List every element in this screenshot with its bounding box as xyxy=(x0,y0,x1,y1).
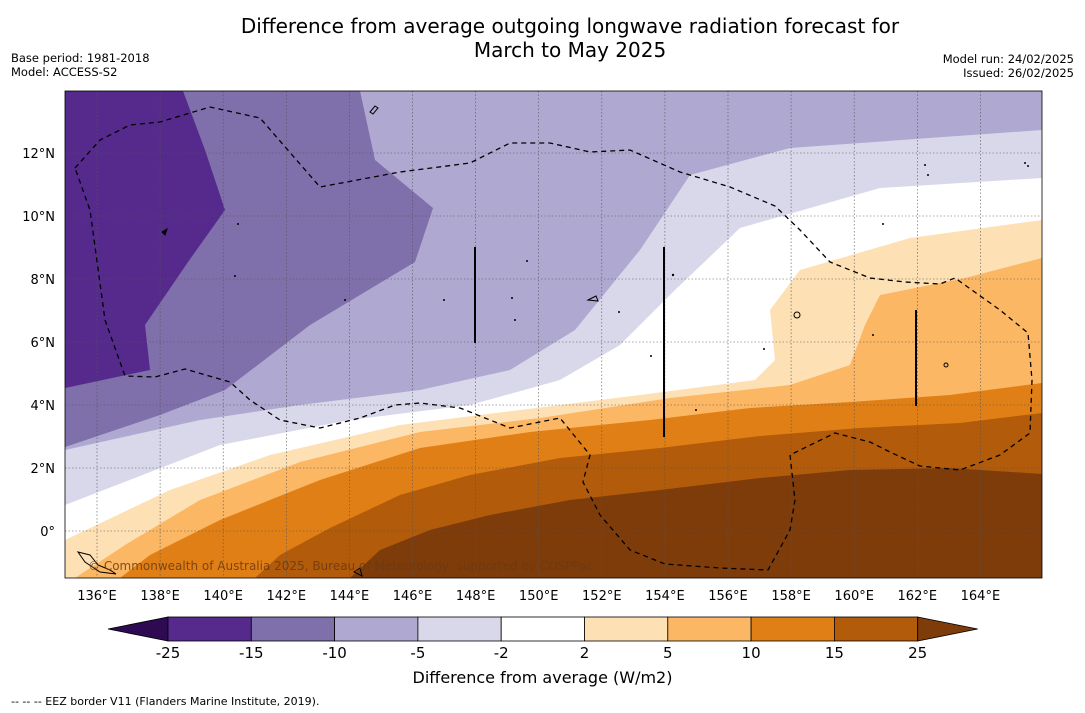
lon-label: 162°E xyxy=(898,589,938,604)
colorbar-tick-label: -25 xyxy=(156,644,181,662)
band-above-25 xyxy=(350,468,1042,578)
colorbar-tick-label: 25 xyxy=(908,644,927,662)
model-info: Base period: 1981-2018 Model: ACCESS-S2 xyxy=(11,51,150,79)
lat-label: 6°N xyxy=(31,336,56,351)
island-chuuk xyxy=(586,295,599,302)
lat-label: 10°N xyxy=(22,210,55,225)
lat-label: 8°N xyxy=(31,273,56,288)
colorbar-over-arrow xyxy=(917,616,978,642)
island-kosrae xyxy=(943,362,949,368)
lon-label: 152°E xyxy=(582,589,622,604)
eez-vertical-lines xyxy=(474,247,917,437)
colorbar-segment xyxy=(250,616,336,642)
colorbar-tick-label: 10 xyxy=(742,644,761,662)
island-pohnpei xyxy=(793,311,801,319)
band-below-minus15 xyxy=(65,91,225,388)
latitude-labels: 12°N 10°N 8°N 6°N 4°N 2°N 0° xyxy=(22,147,55,540)
anomaly-field: © Commonwealth of Australia 2025, Bureau… xyxy=(65,91,1042,578)
colorbar-ticks: -25 -15 -10 -5 -2 2 5 10 15 25 xyxy=(156,644,927,662)
colorbar-segment xyxy=(667,616,752,642)
longitude-labels: 136°E 138°E 140°E 142°E 144°E 146°E 148°E 150°E… xyxy=(77,589,1000,604)
island-papua-coast xyxy=(76,551,117,575)
colorbar-tick-label: -15 xyxy=(239,644,264,662)
colorbar-segment xyxy=(334,616,419,642)
islands xyxy=(76,105,949,577)
atoll-dots xyxy=(234,162,1029,411)
lon-label: 156°E xyxy=(708,589,748,604)
map-title: Difference from average outgoing longwav… xyxy=(0,14,1085,62)
eez-legend: -- -- -- EEZ border V11 (Flanders Marine… xyxy=(11,695,320,708)
colorbar-tick-label: -2 xyxy=(494,644,509,662)
island-palau xyxy=(161,227,168,236)
colorbar-tick-label: 2 xyxy=(580,644,590,662)
lon-label: 164°E xyxy=(961,589,1001,604)
colorbar-title: Difference from average (W/m2) xyxy=(412,668,673,687)
colorbar-segment xyxy=(750,616,835,642)
title-line-1: Difference from average outgoing longwav… xyxy=(240,14,900,38)
lat-label: 12°N xyxy=(22,147,55,162)
lon-label: 144°E xyxy=(330,589,370,604)
map-frame xyxy=(64,90,1043,579)
issued-date: Issued: 26/02/2025 xyxy=(963,66,1074,80)
base-period: Base period: 1981-2018 xyxy=(11,51,150,65)
lon-label: 150°E xyxy=(519,589,559,604)
lon-label: 142°E xyxy=(267,589,307,604)
graticule xyxy=(65,91,1042,578)
colorbar-under-arrow xyxy=(107,616,169,642)
run-info: Model run: 24/02/2025 Issued: 26/02/2025 xyxy=(943,52,1074,80)
lat-label: 4°N xyxy=(31,399,56,414)
colorbar-segment xyxy=(500,616,585,642)
island-south xyxy=(353,567,363,577)
colorbar-segment xyxy=(584,616,669,642)
lon-label: 148°E xyxy=(456,589,496,604)
island-guam xyxy=(369,105,379,115)
colorbar-segment xyxy=(167,616,252,642)
colorbar-tick-label: -5 xyxy=(410,644,425,662)
model-name: Model: ACCESS-S2 xyxy=(11,65,118,79)
colorbar xyxy=(107,616,978,642)
lon-label: 158°E xyxy=(771,589,811,604)
colorbar-segment xyxy=(417,616,502,642)
lon-label: 138°E xyxy=(140,589,180,604)
lon-label: 160°E xyxy=(834,589,874,604)
copyright-notice: © Commonwealth of Australia 2025, Bureau… xyxy=(88,559,593,573)
colorbar-segment xyxy=(834,616,919,642)
lon-label: 146°E xyxy=(393,589,433,604)
lat-label: 2°N xyxy=(31,462,56,477)
title-line-2: March to May 2025 xyxy=(473,38,667,62)
model-run: Model run: 24/02/2025 xyxy=(942,52,1074,66)
eez-border-north xyxy=(74,106,1033,571)
colorbar-tick-label: 15 xyxy=(825,644,844,662)
lon-label: 136°E xyxy=(77,589,117,604)
lon-label: 140°E xyxy=(203,589,243,604)
lon-label: 154°E xyxy=(645,589,685,604)
colorbar-tick-label: 5 xyxy=(663,644,673,662)
lat-label: 0° xyxy=(40,525,55,540)
colorbar-tick-label: -10 xyxy=(322,644,347,662)
